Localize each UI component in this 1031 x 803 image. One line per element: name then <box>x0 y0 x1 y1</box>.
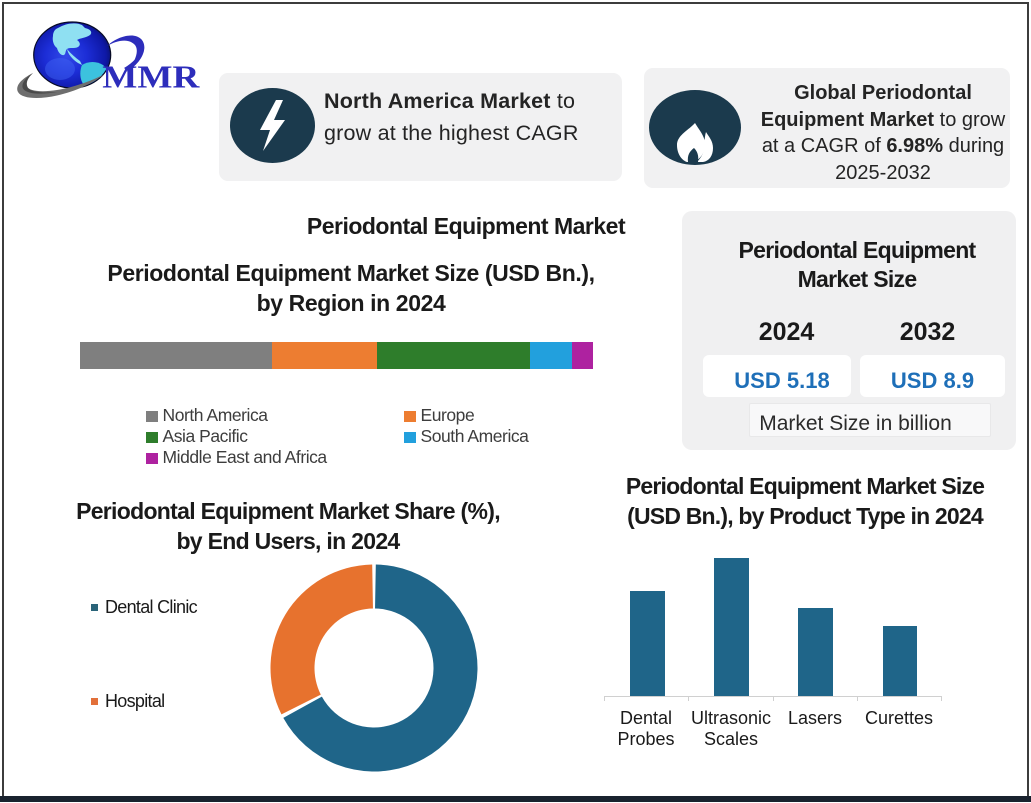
svg-text:MMR: MMR <box>102 59 200 95</box>
